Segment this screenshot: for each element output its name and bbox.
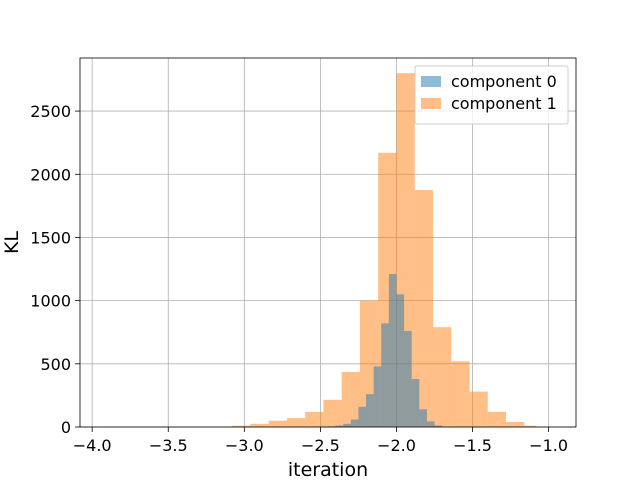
y-tick-label: 500 — [40, 355, 71, 374]
bar-component-1 — [432, 327, 452, 427]
bar-component-0 — [411, 378, 420, 427]
plot-frame — [79, 57, 577, 428]
legend-box — [414, 65, 569, 125]
x-tick-label: −4.0 — [73, 436, 112, 455]
bar-component-1 — [414, 190, 433, 427]
bar-component-0 — [381, 323, 389, 427]
y-tick-label: 1000 — [30, 292, 71, 311]
x-tick-label: −3.5 — [149, 436, 188, 455]
bar-component-0 — [373, 366, 382, 427]
bar-component-0 — [419, 409, 427, 427]
legend-swatch-component-1 — [421, 98, 441, 109]
bar-component-1 — [250, 423, 269, 427]
bar-component-1 — [323, 399, 342, 427]
bar-component-1 — [487, 411, 507, 427]
legend-label-component-1: component 1 — [451, 94, 557, 113]
bar-component-0 — [426, 421, 435, 427]
bar-component-0 — [335, 425, 344, 427]
x-tick-label: −3.0 — [225, 436, 264, 455]
y-tick-label: 2500 — [30, 102, 71, 121]
legend-swatch-component-0 — [421, 76, 441, 87]
bar-component-1 — [268, 420, 287, 427]
ticks-layer: −4.0 −3.5 −3.0 −2.5 −2.0 −1.5 −1.0 0 500 1000 1500… — [30, 102, 568, 455]
bar-component-1 — [232, 425, 251, 427]
y-tick-label: 1500 — [30, 228, 71, 247]
y-tick-label: 0 — [61, 418, 71, 437]
x-tick-label: −1.5 — [453, 436, 492, 455]
x-axis-label: iteration — [288, 459, 368, 480]
x-tick-label: −1.0 — [529, 436, 568, 455]
bar-component-0 — [350, 419, 359, 427]
bar-component-0 — [358, 406, 367, 427]
bar-component-1 — [506, 421, 525, 427]
bars-layer — [99, 73, 537, 428]
bar-component-0 — [396, 294, 405, 427]
bar-component-0 — [404, 330, 412, 427]
bar-component-1 — [286, 418, 306, 427]
bar-component-1 — [305, 411, 324, 427]
x-tick-label: −2.5 — [301, 436, 340, 455]
bar-component-0 — [343, 423, 351, 427]
bar-component-0 — [388, 274, 397, 427]
bar-component-0 — [434, 425, 443, 427]
bar-component-1 — [524, 425, 537, 427]
legend-label-component-0: component 0 — [451, 72, 557, 91]
legend: component 0 component 1 — [414, 65, 569, 125]
x-tick-label: −2.0 — [377, 436, 416, 455]
y-axis-label: KL — [1, 231, 23, 254]
bar-component-1 — [469, 391, 488, 427]
bar-component-1 — [341, 372, 360, 427]
y-tick-label: 2000 — [30, 165, 71, 184]
bar-component-0 — [366, 394, 374, 427]
bar-component-1 — [451, 361, 470, 427]
